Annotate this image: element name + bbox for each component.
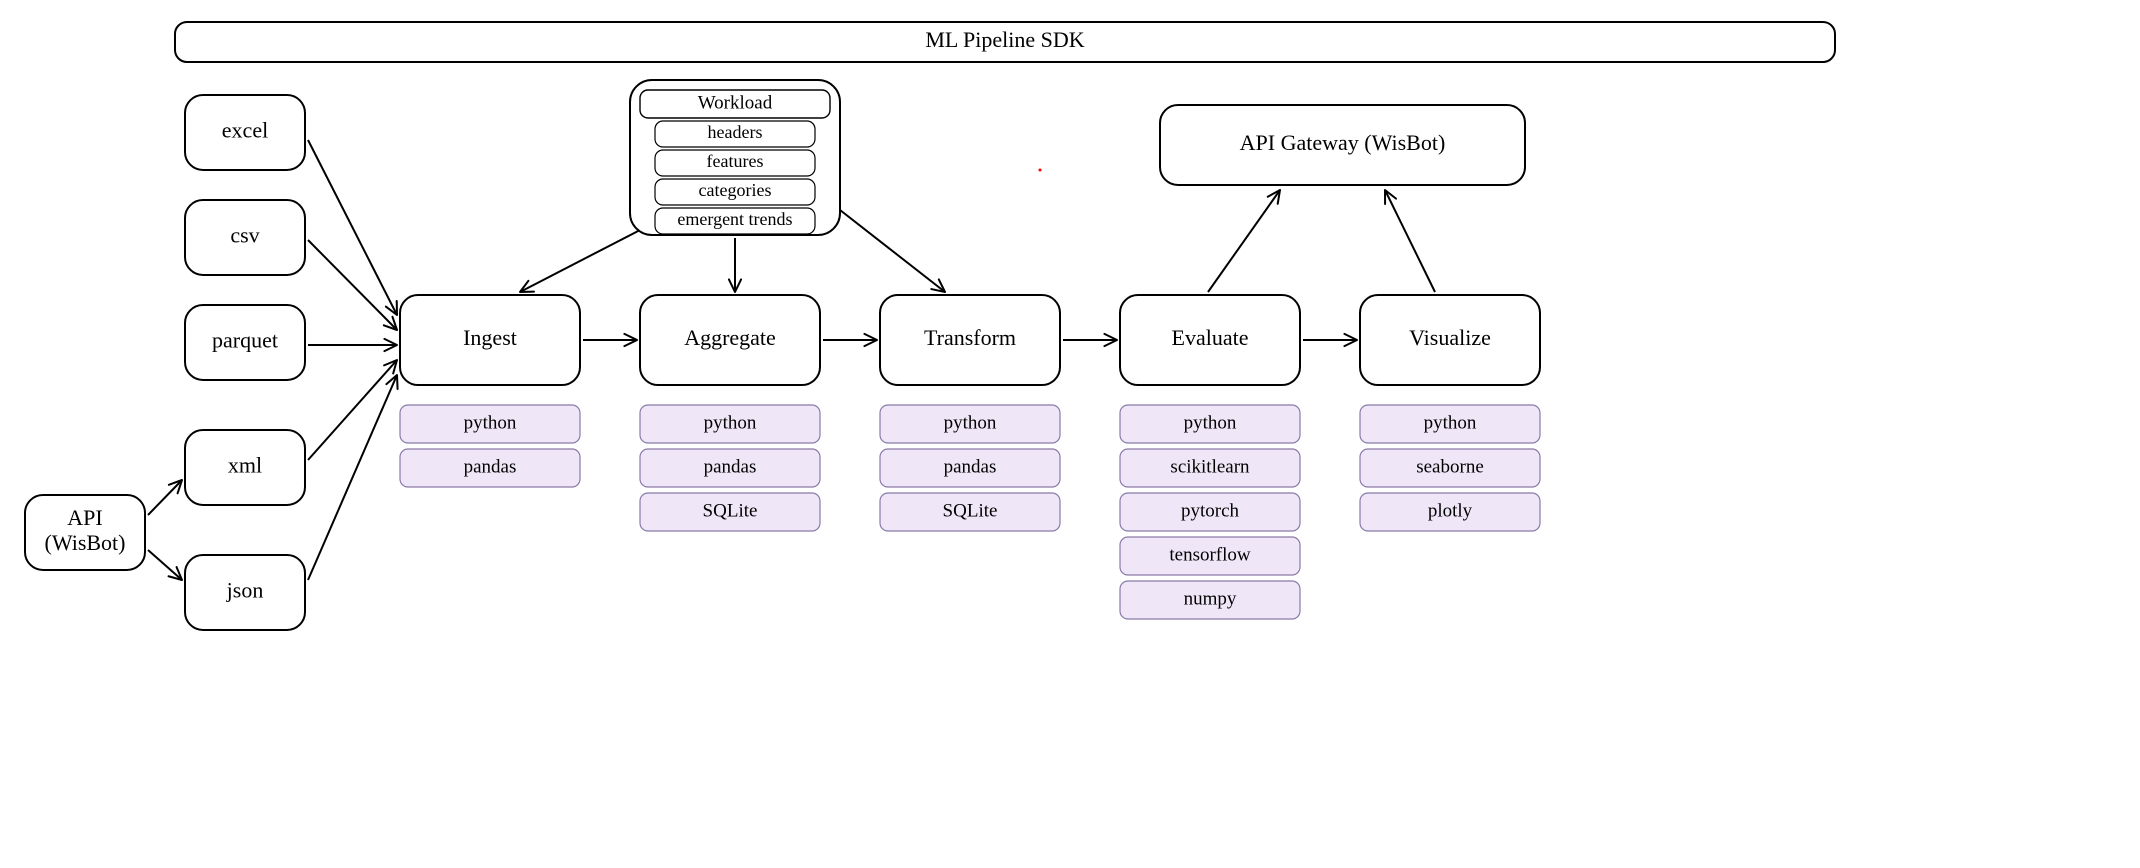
node-api: API(WisBot): [25, 495, 145, 570]
title-label: ML Pipeline SDK: [925, 27, 1084, 52]
tech-evaluate-3: tensorflow: [1169, 544, 1251, 565]
tech-aggregate-2: SQLite: [703, 500, 758, 521]
tech-aggregate-1: pandas: [704, 456, 757, 477]
node-visualize-label: Visualize: [1409, 325, 1491, 350]
tech-visualize-2: plotly: [1428, 500, 1473, 521]
node-parquet-label: parquet: [212, 328, 278, 353]
techstack-evaluate: python scikitlearn pytorch tensorflow numpy: [1120, 405, 1300, 619]
canvas-bg: [0, 0, 2140, 868]
node-csv-label: csv: [230, 223, 259, 248]
workload-title: Workload: [698, 92, 773, 113]
tech-transform-1: pandas: [944, 456, 997, 477]
node-evaluate-label: Evaluate: [1172, 325, 1249, 350]
tech-visualize-0: python: [1424, 412, 1477, 433]
node-xml-label: xml: [228, 453, 262, 478]
node-aggregate-label: Aggregate: [684, 325, 776, 350]
workload-item-3: emergent trends: [677, 209, 792, 229]
node-visualize: Visualize: [1360, 295, 1540, 385]
node-excel-label: excel: [222, 118, 268, 143]
node-ingest: Ingest: [400, 295, 580, 385]
tech-evaluate-2: pytorch: [1181, 500, 1240, 521]
tech-transform-2: SQLite: [943, 500, 998, 521]
workload-item-0: headers: [708, 122, 763, 142]
workload-item-2: categories: [699, 180, 772, 200]
workload-item-1: features: [707, 151, 764, 171]
node-json-label: json: [226, 578, 264, 603]
tech-transform-0: python: [944, 412, 997, 433]
techstack-aggregate: python pandas SQLite: [640, 405, 820, 531]
tech-evaluate-4: numpy: [1184, 588, 1237, 609]
tech-evaluate-1: scikitlearn: [1170, 456, 1250, 477]
tech-evaluate-0: python: [1184, 412, 1237, 433]
node-xml: xml: [185, 430, 305, 505]
node-csv: csv: [185, 200, 305, 275]
tech-visualize-1: seaborne: [1416, 456, 1484, 477]
techstack-transform: python pandas SQLite: [880, 405, 1060, 531]
node-parquet: parquet: [185, 305, 305, 380]
workload-panel: Workload headers features categories emergen…: [630, 80, 840, 235]
node-aggregate: Aggregate: [640, 295, 820, 385]
techstack-visualize: python seaborne plotly: [1360, 405, 1540, 531]
node-evaluate: Evaluate: [1120, 295, 1300, 385]
tech-aggregate-0: python: [704, 412, 757, 433]
tech-ingest-1: pandas: [464, 456, 517, 477]
stray-dot: [1039, 169, 1042, 172]
node-gateway: API Gateway (WisBot): [1160, 105, 1525, 185]
node-ingest-label: Ingest: [463, 325, 517, 350]
title-bar: ML Pipeline SDK: [175, 22, 1835, 62]
node-transform-label: Transform: [924, 325, 1016, 350]
node-transform: Transform: [880, 295, 1060, 385]
tech-ingest-0: python: [464, 412, 517, 433]
node-excel: excel: [185, 95, 305, 170]
node-gateway-label: API Gateway (WisBot): [1240, 130, 1446, 155]
node-json: json: [185, 555, 305, 630]
